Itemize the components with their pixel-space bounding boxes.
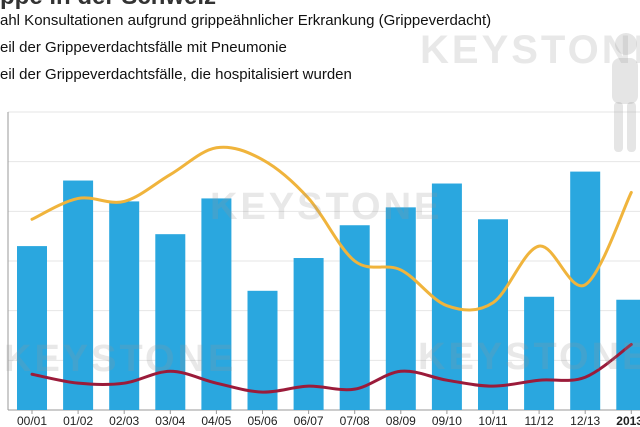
x-tick-label: 07/08 [340,414,370,427]
bar [17,246,47,410]
watermark-figure-icon [612,33,638,152]
x-tick-label: 09/10 [432,414,462,427]
series-line-pneumonie [30,145,633,312]
x-tick-label: 03/04 [155,414,185,427]
bar [155,234,186,410]
watermark-text: KEYSTONE [420,28,640,72]
legend-entry-pneumonie: eil der Grippeverdachtsfälle mit Pneumon… [0,39,287,56]
chart-title: ppe in der Schweiz [0,0,216,11]
x-tick-label: 04/05 [201,414,231,427]
x-tick-label: 2013/ [616,414,640,427]
bar [109,201,140,410]
bar [385,207,416,410]
x-tick-label: 00/01 [17,414,47,427]
x-tick-label: 01/02 [63,414,93,427]
x-tick-label: 02/03 [109,414,139,427]
x-tick-label: 08/09 [386,414,416,427]
watermark-text: KEYSTONE [210,186,443,228]
x-tick-label: 11/12 [525,414,554,427]
watermark-text: KEYSTONE [418,336,640,378]
bar [63,180,94,410]
bar [616,299,640,410]
x-tick-label: 06/07 [294,414,324,427]
bar [478,219,508,410]
x-tick-label: 12/13 [570,414,600,427]
bar [431,183,462,410]
bar [339,225,370,410]
bar [524,296,555,410]
series-line-hospitalisiert [30,342,633,394]
legend-entry-konsultationen: ahl Konsultationen aufgrund grippeähnlic… [0,12,492,29]
watermark-text: KEYSTONE [4,338,237,380]
legend-entry-hospitalisiert: eil der Grippeverdachtsfälle, die hospit… [0,66,352,83]
x-tick-label: 05/06 [247,414,277,427]
bar [201,198,232,410]
x-tick-label: 10/11 [478,414,507,427]
